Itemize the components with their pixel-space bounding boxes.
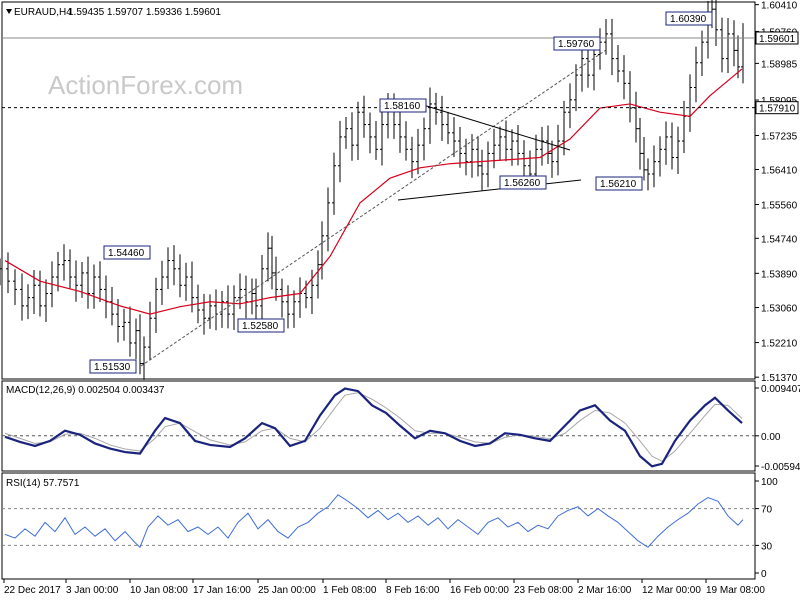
trend-lines [140, 49, 607, 367]
macd-signal-line [4, 392, 743, 462]
time-tick-label: 19 Mar 08:00 [706, 585, 765, 596]
price-tick-label: 1.56410 [761, 165, 798, 176]
time-tick-label: 2 Mar 16:00 [578, 585, 632, 596]
last-price-box [755, 31, 799, 45]
time-tick-label: 3 Jan 00:00 [66, 585, 119, 596]
trend-line-dashed [140, 49, 607, 367]
price-tick-label: 1.53060 [761, 304, 798, 315]
triangle-lower-line [397, 179, 582, 201]
price-axis: 1.604101.597601.589851.580951.572351.564… [755, 1, 799, 384]
price-callout-label: 1.58160 [384, 101, 421, 112]
price-callout-box [89, 359, 137, 374]
watermark: ActionForex.com [48, 70, 243, 100]
time-tick-label: 23 Feb 08:00 [514, 585, 573, 596]
price-tick-label: 1.54740 [761, 234, 798, 245]
dropdown-triangle-icon[interactable] [6, 9, 12, 14]
time-tick-label: 16 Feb 00:00 [450, 585, 509, 596]
price-callout-label: 1.59760 [558, 39, 595, 50]
price-tick-label: 1.53890 [761, 269, 798, 280]
price-callout-box [665, 11, 713, 26]
price-callout-box [595, 176, 643, 191]
time-tick-label: 25 Jan 00:00 [258, 585, 316, 596]
macd-lines [4, 387, 743, 468]
price-tick-label: 1.58985 [761, 59, 798, 70]
price-tick-label: 1.57235 [761, 131, 798, 142]
price-callout-box [237, 318, 285, 333]
ema-line [4, 68, 743, 315]
rsi-tick-label: 70 [761, 505, 773, 516]
rsi-tick-label: 100 [761, 477, 778, 488]
price-callouts: 1.51530 1.54460 1.52580 1.58160 1.56260 1.597… [89, 11, 713, 374]
time-tick-label: 1 Feb 08:00 [323, 585, 377, 596]
macd-main-line [4, 387, 743, 468]
time-tick-label: 10 Jan 08:00 [130, 585, 188, 596]
rsi-tick-label: 0 [761, 569, 767, 580]
price-tick-label: 1.52210 [761, 339, 798, 350]
time-tick-label: 17 Jan 16:00 [193, 585, 251, 596]
price-callout-label: 1.52580 [242, 321, 279, 332]
triangle-upper-line [419, 103, 571, 151]
macd-panel-frame [1, 380, 756, 472]
level-label-box [755, 101, 799, 115]
macd-tick-label: -0.00594 [761, 462, 800, 473]
rsi-series-line [4, 494, 744, 549]
price-tick-label: 1.60410 [761, 1, 798, 12]
symbol-label: EURAUD,H4 [14, 7, 72, 18]
rsi-axis: 100 70 30 0 [755, 477, 778, 580]
rsi-line [4, 494, 744, 549]
price-callout-box [103, 245, 151, 260]
macd-axis: 0.009407 0.00 -0.00594 [755, 384, 800, 473]
level-label: 1.57910 [759, 104, 796, 115]
macd-tick-label: 0.00 [761, 432, 781, 443]
price-tick-label: 1.51370 [761, 373, 798, 384]
price-callout-box [379, 98, 427, 113]
price-callout-box [553, 36, 601, 51]
price-callout-label: 1.54460 [108, 248, 145, 259]
price-callout-label: 1.51530 [94, 362, 131, 373]
rsi-tick-label: 30 [761, 541, 773, 552]
time-tick-label: 8 Feb 16:00 [386, 585, 440, 596]
rsi-panel-frame [1, 472, 756, 580]
price-callout-label: 1.56210 [600, 179, 637, 190]
time-tick-label: 12 Mar 00:00 [642, 585, 701, 596]
price-callout-box [499, 175, 547, 190]
time-tick-label: 22 Dec 2017 [4, 585, 61, 596]
price-callout-label: 1.56260 [504, 178, 541, 189]
price-callout-label: 1.60390 [670, 14, 707, 25]
price-tick-label: 1.55560 [761, 201, 798, 212]
time-axis: 22 Dec 2017 3 Jan 00:00 10 Jan 08:00 17 Jan… [3, 579, 765, 596]
macd-title: MACD(12,26,9) 0.002504 0.003437 [6, 385, 165, 396]
ohlc-readout: 1.59435 1.59707 1.59336 1.59601 [68, 7, 221, 18]
last-price-label: 1.59601 [759, 34, 796, 45]
moving-average-line [4, 68, 743, 315]
price-panel-frame [1, 1, 756, 380]
rsi-title: RSI(14) 57.7571 [6, 478, 80, 489]
macd-tick-label: 0.009407 [761, 384, 800, 395]
